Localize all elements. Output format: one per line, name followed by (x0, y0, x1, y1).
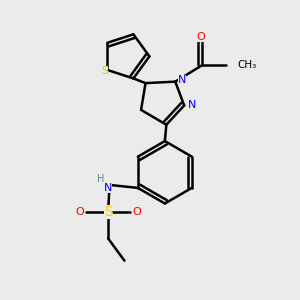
Text: N: N (188, 100, 196, 110)
Text: O: O (132, 207, 141, 217)
Text: H: H (97, 174, 104, 184)
Text: O: O (76, 207, 84, 217)
Text: S: S (101, 67, 108, 76)
Text: N: N (104, 184, 112, 194)
Text: S: S (104, 205, 112, 219)
Text: CH₃: CH₃ (237, 60, 256, 70)
Text: N: N (178, 75, 186, 85)
Text: O: O (197, 32, 206, 42)
